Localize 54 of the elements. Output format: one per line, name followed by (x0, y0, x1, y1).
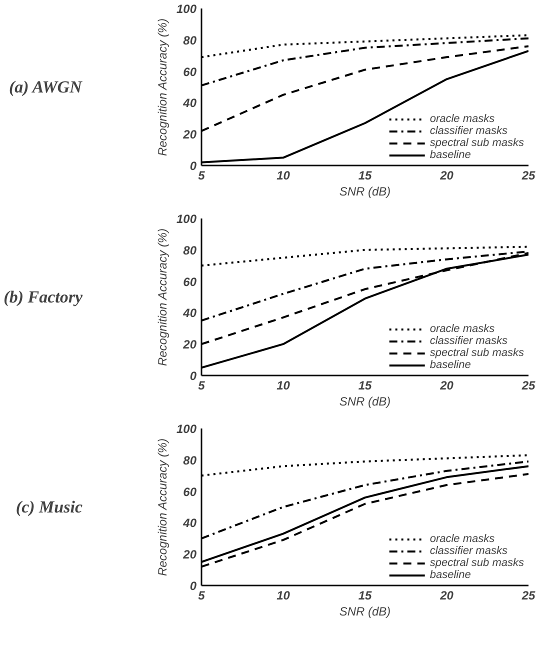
legend-label: baseline (430, 149, 471, 161)
y-tick-label: 40 (182, 516, 197, 530)
legend-label: baseline (430, 359, 471, 371)
y-tick-label: 20 (182, 338, 197, 352)
text: (b) Factory (4, 288, 83, 306)
text: (a) AWGN (8, 78, 83, 96)
x-tick-label: 10 (276, 588, 290, 602)
legend-label: classifier masks (430, 545, 508, 557)
legend-label: oracle masks (430, 113, 495, 125)
x-axis-title: SNR (dB) (339, 184, 391, 198)
x-tick-label: 5 (198, 168, 206, 182)
legend-label: classifier masks (430, 125, 508, 137)
y-tick-label: 80 (183, 243, 197, 258)
x-tick-label: 5 (198, 588, 206, 602)
x-tick-label: 10 (276, 168, 290, 182)
legend-label: oracle masks (430, 533, 495, 545)
x-tick-label: 15 (358, 168, 372, 182)
y-tick-label: 0 (190, 159, 197, 173)
x-tick-label: 15 (358, 378, 372, 392)
legend-label: oracle masks (430, 323, 495, 335)
x-axis-title: SNR (dB) (339, 604, 391, 618)
y-axis-title: Recognition Accuracy (%) (155, 228, 170, 366)
y-axis-title: Recognition Accuracy (%) (155, 438, 170, 576)
y-tick-label: 40 (182, 96, 197, 110)
y-axis-title: Recognition Accuracy (%) (155, 18, 170, 156)
x-axis-title: SNR (dB) (339, 394, 391, 408)
y-tick-label: 80 (183, 453, 197, 468)
y-tick-label: 60 (183, 274, 197, 289)
y-tick-label: 100 (176, 212, 197, 226)
legend-label: spectral sub masks (430, 557, 524, 569)
y-tick-label: 40 (182, 306, 197, 320)
y-tick-label: 20 (182, 548, 197, 562)
x-tick-label: 20 (439, 588, 454, 602)
y-tick-label: 80 (183, 33, 197, 48)
text: (c) Music (16, 498, 83, 516)
y-tick-label: 20 (182, 128, 197, 142)
x-tick-label: 25 (520, 168, 536, 182)
y-tick-label: 0 (190, 369, 197, 383)
y-tick-label: 100 (176, 422, 197, 436)
legend-label: spectral sub masks (430, 137, 524, 149)
legend-label: classifier masks (430, 335, 508, 347)
y-tick-label: 0 (190, 579, 197, 593)
x-tick-label: 20 (439, 378, 454, 392)
legend-label: spectral sub masks (430, 347, 524, 359)
x-tick-label: 5 (198, 378, 206, 392)
y-tick-label: 60 (183, 484, 197, 499)
x-tick-label: 25 (520, 588, 536, 602)
y-tick-label: 60 (183, 64, 197, 79)
x-tick-label: 15 (358, 588, 372, 602)
x-tick-label: 20 (439, 168, 454, 182)
x-tick-label: 10 (276, 378, 290, 392)
legend-label: baseline (430, 569, 471, 581)
x-tick-label: 25 (520, 378, 536, 392)
y-tick-label: 100 (176, 2, 197, 16)
